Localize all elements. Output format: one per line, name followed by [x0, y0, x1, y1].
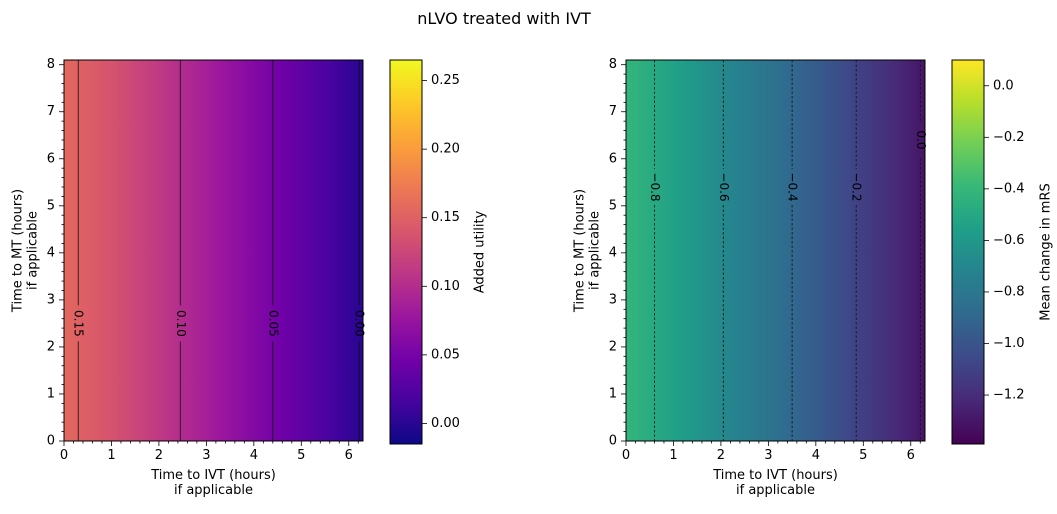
contour-label: 0.10	[174, 310, 188, 337]
heatmap-surface	[626, 60, 925, 441]
colorbar-tick-label: 0.25	[431, 73, 460, 88]
contour-label: −0.6	[717, 172, 731, 201]
heatmap-panel-mean-change-mrs: −0.8 −0.6 −0.4 −0.2 0.0 0 1 2 3 4 5 6 0 1 2 3 4 5 6 7 8 Time …	[573, 57, 1054, 498]
y-tick-label: 7	[609, 104, 617, 119]
y-tick-label: 6	[609, 151, 617, 166]
x-tick-label: 4	[812, 448, 820, 463]
x-tick-label: 1	[107, 448, 115, 463]
y-tick-label: 6	[47, 151, 55, 166]
contour-label: 0.05	[266, 310, 280, 337]
x-tick-label: 3	[764, 448, 772, 463]
y-tick-label: 0	[609, 434, 617, 449]
colorbar: 0.00 0.05 0.10 0.15 0.20 0.25 Added utility	[389, 59, 488, 445]
x-axis-label: Time to IVT (hours)	[150, 468, 276, 483]
plot-frame	[63, 59, 364, 442]
x-tick-label: 6	[907, 448, 915, 463]
x-tick-label: 3	[202, 448, 210, 463]
x-axis-label: Time to IVT (hours)	[712, 468, 838, 483]
colorbar-tick-label: −0.8	[993, 284, 1025, 299]
colorbar-tick-label: 0.20	[431, 142, 460, 157]
y-tick-label: 5	[47, 198, 55, 213]
plot-frame	[625, 59, 926, 442]
colorbar: 0.0 −0.2 −0.4 −0.6 −0.8 −1.0 −1.2 Mean change i…	[951, 59, 1054, 445]
contour-label: 0.0	[914, 130, 928, 149]
y-tick-label: 3	[47, 292, 55, 307]
colorbar-gradient	[389, 59, 423, 445]
x-tick-label: 0	[622, 448, 630, 463]
colorbar-tick-label: 0.15	[431, 210, 460, 225]
y-tick-label: 4	[609, 245, 617, 260]
figure-suptitle: nLVO treated with IVT	[417, 9, 591, 28]
y-axis-label: Time to MT (hours)	[11, 189, 26, 313]
x-tick-label: 2	[717, 448, 725, 463]
y-axis-label-line-2: if applicable	[588, 211, 603, 290]
contour-label: 0.15	[72, 310, 86, 337]
colorbar-tick-label: −0.4	[993, 181, 1025, 196]
y-tick-label: 8	[609, 57, 617, 72]
contour-label: −0.8	[648, 172, 662, 201]
y-tick-label: 2	[609, 339, 617, 354]
y-tick-label: 5	[609, 198, 617, 213]
colorbar-tick-label: −0.6	[993, 233, 1025, 248]
x-tick-label: 1	[669, 448, 677, 463]
colorbar-label: Added utility	[473, 210, 488, 293]
x-tick-label: 0	[60, 448, 68, 463]
x-axis-label-line-2: if applicable	[174, 483, 253, 498]
colorbar-tick-label: 0.0	[993, 78, 1014, 93]
y-tick-label: 3	[609, 292, 617, 307]
x-tick-label: 2	[155, 448, 163, 463]
y-tick-label: 1	[47, 386, 55, 401]
y-tick-label: 1	[609, 386, 617, 401]
y-tick-label: 8	[47, 57, 55, 72]
colorbar-label: Mean change in mRS	[1039, 183, 1054, 320]
colorbar-tick-label: −0.2	[993, 130, 1025, 145]
colorbar-tick-label: 0.10	[431, 279, 460, 294]
y-tick-label: 2	[47, 339, 55, 354]
y-axis-label-line-2: if applicable	[26, 211, 41, 290]
colorbar-tick-label: −1.2	[993, 388, 1025, 403]
x-tick-label: 6	[345, 448, 353, 463]
x-axis-label-line-2: if applicable	[736, 483, 815, 498]
x-tick-label: 5	[859, 448, 867, 463]
y-tick-label: 7	[47, 104, 55, 119]
heatmap-surface	[64, 60, 363, 441]
x-tick-label: 5	[297, 448, 305, 463]
y-tick-label: 0	[47, 434, 55, 449]
colorbar-gradient	[951, 59, 985, 445]
heatmap-panel-added-utility: 0.15 0.10 0.05 0.00 0 1 2 3 4 5 6 0 1 2 3 4 5 6 7 8 Time to …	[11, 57, 488, 498]
colorbar-tick-label: 0.05	[431, 347, 460, 362]
y-axis-label: Time to MT (hours)	[573, 189, 588, 313]
contour-label: 0.00	[353, 310, 367, 337]
colorbar-tick-label: 0.00	[431, 416, 460, 431]
y-tick-label: 4	[47, 245, 55, 260]
colorbar-tick-label: −1.0	[993, 336, 1025, 351]
x-tick-label: 4	[250, 448, 258, 463]
contour-label: −0.2	[850, 172, 864, 201]
contour-label: −0.4	[786, 172, 800, 201]
